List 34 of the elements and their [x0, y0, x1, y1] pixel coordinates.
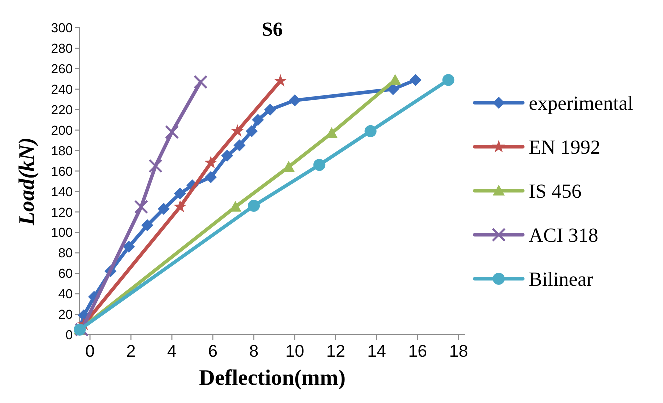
- legend-label: IS 456: [529, 181, 582, 203]
- legend-label: Bilinear: [529, 269, 594, 291]
- x-tick-label: 2: [126, 342, 136, 361]
- y-tick-label: 80: [58, 246, 73, 261]
- x-tick-label: 16: [408, 342, 428, 361]
- x-tick-label: 14: [367, 342, 386, 361]
- legend-label: ACI 318: [529, 225, 598, 247]
- legend-label: experimental: [529, 93, 634, 115]
- y-tick-label: 240: [51, 82, 73, 97]
- y-axis-title: Load(kN): [14, 138, 39, 226]
- x-tick-label: 12: [326, 342, 346, 361]
- y-tick-label: 20: [58, 307, 73, 322]
- legend-label: EN 1992: [529, 137, 601, 159]
- y-tick-label: 100: [51, 225, 73, 240]
- y-tick-label: 160: [51, 164, 73, 179]
- x-tick-label: 6: [208, 342, 218, 361]
- y-tick-label: 120: [51, 204, 73, 220]
- y-tick-label: 40: [58, 286, 73, 302]
- x-tick-label: 10: [286, 342, 304, 361]
- y-tick-label: 0: [66, 328, 73, 343]
- x-tick-label: 4: [167, 342, 177, 361]
- y-tick-label: 200: [51, 122, 73, 138]
- y-tick-label: 60: [58, 266, 73, 282]
- x-tick-label: 0: [86, 342, 95, 361]
- y-tick-label: 140: [51, 184, 73, 200]
- x-axis-title: Deflection(mm): [199, 365, 346, 390]
- y-tick-label: 180: [51, 143, 73, 158]
- chart-title: S6: [262, 19, 284, 41]
- y-tick-label: 300: [51, 20, 73, 36]
- x-tick-label: 18: [449, 342, 468, 361]
- x-tick-label: 8: [249, 342, 259, 361]
- y-tick-label: 260: [51, 61, 73, 76]
- y-tick-label: 220: [51, 102, 73, 118]
- y-tick-label: 280: [51, 41, 73, 56]
